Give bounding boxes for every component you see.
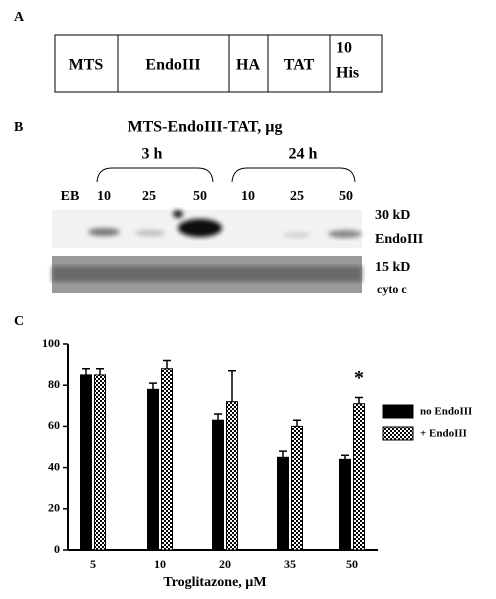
bar bbox=[147, 388, 159, 551]
bar bbox=[353, 403, 365, 551]
box-label: MTS bbox=[69, 57, 104, 74]
y-tick-label: 60 bbox=[48, 418, 60, 432]
error-bar bbox=[82, 367, 90, 375]
bar bbox=[94, 374, 106, 551]
error-bar bbox=[214, 413, 222, 421]
blot-upper bbox=[52, 210, 362, 248]
blot-title: MTS-EndoIII-TAT, µg bbox=[127, 119, 282, 136]
group-label: 3 h bbox=[142, 146, 163, 163]
annotation: * bbox=[354, 367, 364, 389]
x-tick-label: 20 bbox=[219, 557, 231, 571]
lane-label: 50 bbox=[339, 189, 353, 204]
box-label: 10 bbox=[336, 40, 352, 57]
band-label: 30 kD bbox=[375, 208, 410, 223]
x-tick-label: 5 bbox=[90, 557, 96, 571]
box-label: EndoIII bbox=[145, 57, 200, 74]
lane-label: 10 bbox=[97, 189, 111, 204]
error-bar bbox=[96, 367, 104, 375]
lane-label: 25 bbox=[290, 189, 304, 204]
band-label: EndoIII bbox=[375, 232, 423, 247]
y-tick-label: 20 bbox=[48, 501, 60, 515]
box-label: His bbox=[336, 65, 359, 82]
panel-label: B bbox=[14, 120, 23, 135]
bar bbox=[226, 401, 238, 551]
bar bbox=[291, 425, 303, 551]
error-bar bbox=[279, 450, 287, 458]
error-bar bbox=[228, 370, 236, 402]
y-tick-label: 0 bbox=[54, 542, 60, 556]
bar bbox=[80, 374, 92, 551]
error-bar bbox=[341, 454, 349, 460]
x-tick-label: 50 bbox=[346, 557, 358, 571]
bar bbox=[277, 456, 289, 551]
blot-lower bbox=[52, 256, 362, 293]
panel-label: A bbox=[14, 10, 25, 25]
legend-swatch bbox=[382, 426, 414, 441]
error-bar bbox=[293, 419, 301, 427]
box-label: TAT bbox=[284, 57, 315, 74]
lane-label: 10 bbox=[241, 189, 255, 204]
construct-diagram bbox=[54, 34, 383, 93]
error-bar bbox=[149, 382, 157, 390]
band-label: 15 kD bbox=[375, 260, 410, 275]
lane-label: 25 bbox=[142, 189, 156, 204]
lane-label: EB bbox=[61, 189, 80, 204]
y-tick-label: 40 bbox=[48, 459, 60, 473]
band-label: cyto c bbox=[377, 282, 407, 296]
lane-label: 50 bbox=[193, 189, 207, 204]
legend-swatch bbox=[382, 404, 414, 419]
x-tick-label: 35 bbox=[284, 557, 296, 571]
x-tick-label: 10 bbox=[154, 557, 166, 571]
bar bbox=[161, 368, 173, 551]
legend-label: + EndoIII bbox=[420, 428, 467, 440]
y-tick-label: 100 bbox=[42, 336, 60, 350]
box-label: HA bbox=[236, 57, 260, 74]
y-tick-label: 80 bbox=[48, 377, 60, 391]
bar bbox=[212, 419, 224, 551]
group-label: 24 h bbox=[289, 146, 318, 163]
error-bar bbox=[163, 359, 171, 369]
bar bbox=[339, 458, 351, 551]
legend-label: no EndoIII bbox=[420, 406, 472, 418]
group-bracket bbox=[96, 167, 356, 183]
panel-label: C bbox=[14, 314, 24, 329]
x-axis-label: Troglitazone, µM bbox=[163, 575, 266, 590]
error-bar bbox=[355, 396, 363, 404]
